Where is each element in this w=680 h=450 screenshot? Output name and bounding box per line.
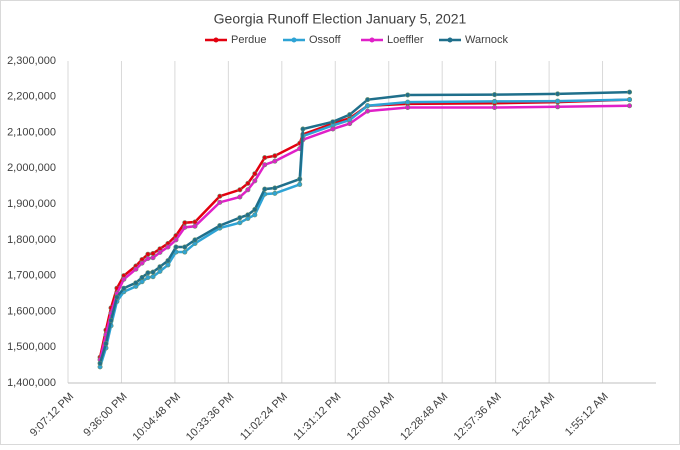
data-point (330, 119, 336, 125)
data-point (272, 190, 278, 196)
data-point (347, 121, 353, 127)
data-point (262, 155, 268, 161)
data-point (173, 237, 179, 243)
data-point (133, 280, 139, 286)
legend-label: Loeffler (387, 34, 424, 46)
data-point (272, 153, 278, 159)
chart-title: Georgia Runoff Election January 5, 2021 (214, 11, 467, 27)
data-point (405, 92, 411, 98)
data-point (297, 181, 303, 187)
data-point (139, 260, 145, 266)
data-point (133, 266, 139, 272)
data-point (192, 223, 198, 229)
data-point (492, 105, 498, 111)
data-point (108, 317, 114, 323)
data-point (300, 126, 306, 132)
data-point (182, 244, 188, 250)
data-point (145, 270, 151, 276)
data-point (245, 187, 251, 193)
data-point (237, 220, 243, 226)
data-point (272, 158, 278, 164)
data-point (237, 215, 243, 221)
data-point (165, 244, 171, 250)
y-tick-label: 1,700,000 (7, 270, 56, 282)
data-point (555, 91, 561, 97)
y-tick-label: 1,600,000 (7, 305, 56, 317)
data-point (182, 249, 188, 255)
data-point (97, 360, 103, 366)
data-point (492, 98, 498, 104)
data-point (182, 220, 188, 226)
legend-marker (213, 37, 219, 43)
data-point (365, 108, 371, 114)
data-point (627, 103, 633, 109)
data-point (157, 264, 163, 270)
data-point (555, 98, 561, 104)
data-point (237, 187, 243, 193)
y-tick-label: 2,100,000 (7, 126, 56, 138)
data-point (165, 262, 171, 268)
data-point (150, 269, 156, 275)
data-point (103, 341, 109, 347)
data-point (627, 89, 633, 95)
data-point (139, 274, 145, 280)
data-point (145, 274, 151, 280)
y-tick-label: 1,500,000 (7, 341, 56, 353)
data-point (157, 249, 163, 255)
data-point (165, 258, 171, 264)
y-tick-label: 1,900,000 (7, 198, 56, 210)
data-point (237, 194, 243, 200)
data-point (262, 186, 268, 192)
y-tick-label: 2,300,000 (7, 55, 56, 67)
y-tick-label: 1,400,000 (7, 377, 56, 389)
y-tick-label: 2,200,000 (7, 91, 56, 103)
data-point (492, 92, 498, 98)
data-point (182, 224, 188, 230)
data-point (405, 105, 411, 111)
data-point (297, 176, 303, 182)
data-point (555, 104, 561, 110)
data-point (173, 244, 179, 250)
legend-marker (447, 37, 453, 43)
legend-marker (291, 37, 297, 43)
legend-marker (369, 37, 375, 43)
data-point (145, 255, 151, 261)
data-point (121, 285, 127, 291)
data-point (365, 103, 371, 109)
legend-label: Perdue (231, 34, 266, 46)
data-point (150, 274, 156, 280)
data-point (262, 162, 268, 168)
data-point (121, 276, 127, 282)
data-point (114, 294, 120, 300)
y-tick-label: 1,800,000 (7, 234, 56, 246)
data-point (627, 97, 633, 103)
data-point (252, 178, 258, 184)
data-point (365, 97, 371, 103)
data-point (192, 237, 198, 243)
data-point (405, 99, 411, 105)
data-point (252, 206, 258, 212)
data-point (252, 212, 258, 218)
data-point (145, 251, 151, 257)
legend-label: Ossoff (309, 34, 342, 46)
data-point (252, 171, 258, 177)
data-point (150, 255, 156, 261)
legend-label: Warnock (465, 34, 508, 46)
data-point (245, 212, 251, 218)
data-point (272, 185, 278, 191)
data-point (217, 223, 223, 229)
data-point (347, 112, 353, 118)
data-point (330, 126, 336, 132)
data-point (217, 199, 223, 205)
y-tick-label: 2,000,000 (7, 162, 56, 174)
data-point (157, 268, 163, 274)
data-point (245, 180, 251, 186)
data-point (217, 193, 223, 199)
